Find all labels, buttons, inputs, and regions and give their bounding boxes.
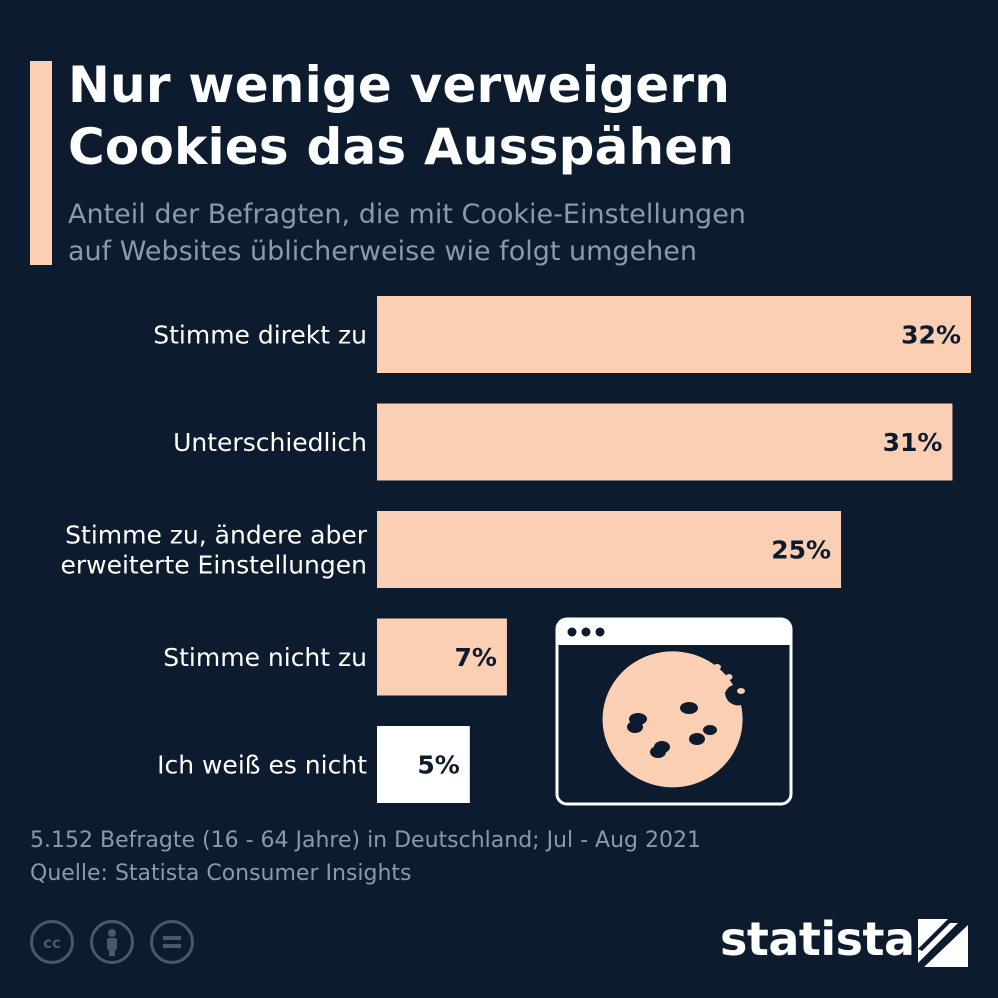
subtitle-line-2: auf Websites üblicherweise wie folgt umg… [68,236,698,267]
cookie-icon [602,651,745,788]
nd-icon[interactable] [150,920,194,964]
source-note: Quelle: Statista Consumer Insights [30,861,412,886]
bar-4 [377,618,507,696]
value-label-5: 5% [417,751,459,780]
title-line-2: Cookies das Ausspähen [68,118,735,176]
category-label-1-1: Stimme direkt zu [153,321,367,350]
category-label-3-1: Stimme zu, ändere aber [65,521,368,550]
chart-title: Nur wenige verweigern Cookies das Ausspä… [68,54,968,178]
chart-subtitle: Anteil der Befragten, die mit Cookie-Ein… [68,196,968,270]
bar-2 [377,403,953,481]
title-line-1: Nur wenige verweigern [68,56,731,114]
by-icon[interactable] [90,920,134,964]
category-label-2-1: Unterschiedlich [173,428,367,457]
value-label-4: 7% [454,643,496,672]
subtitle-line-1: Anteil der Befragten, die mit Cookie-Ein… [68,199,746,230]
sample-note: 5.152 Befragte (16 - 64 Jahre) in Deutsc… [30,828,701,853]
bar-chart: 32% Stimme direkt zu 31% Unterschiedlich 25%… [61,296,971,803]
accent-bar [30,61,52,265]
statista-logo-icon [918,919,968,967]
value-label-3: 25% [771,536,831,565]
bar-1 [377,296,971,373]
category-label-3-2: erweiterte Einstellungen [61,551,368,580]
svg-text:cc: cc [43,934,61,952]
value-label-1: 32% [901,321,961,350]
category-label-4-1: Stimme nicht zu [163,643,367,672]
category-label-5-1: Ich weiß es nicht [157,751,367,780]
cc-icon[interactable]: cc [30,920,74,964]
browser-cookie-illustration [555,617,793,806]
bar-5 [377,726,470,803]
value-label-2: 31% [883,428,943,457]
footnote: 5.152 Befragte (16 - 64 Jahre) in Deutsc… [30,824,701,890]
bar-3 [377,511,842,588]
statista-logo-text[interactable]: statista [720,912,915,966]
